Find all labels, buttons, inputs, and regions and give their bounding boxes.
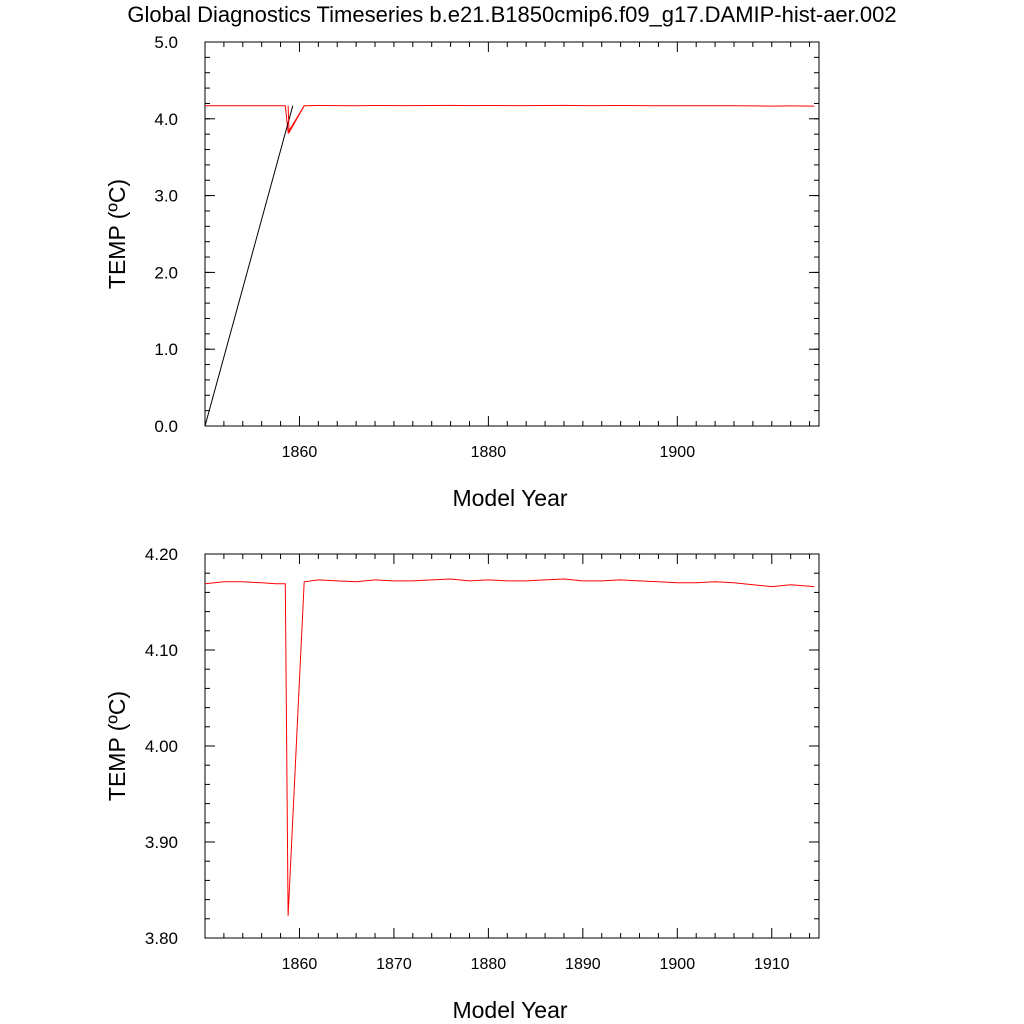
x-tick-label: 1900 — [660, 956, 696, 973]
x-tick-label: 1880 — [471, 444, 507, 461]
x-tick-label: 1910 — [754, 956, 790, 973]
x-axis-label: Model Year — [452, 997, 567, 1023]
x-tick-label: 1860 — [282, 956, 318, 973]
y-tick-label: 4.10 — [145, 641, 178, 660]
page-title: Global Diagnostics Timeseries b.e21.B185… — [127, 2, 897, 27]
plot-frame — [204, 41, 820, 427]
y-tick-label: 3.0 — [154, 187, 178, 206]
chart-panel-1: 1860 1880 1900 0.0 1.0 2.0 3.0 4.0 5.0 Model Year… — [104, 33, 820, 511]
y-tick-label: 3.80 — [145, 929, 178, 948]
x-tick-label: 1880 — [471, 956, 507, 973]
y-tick-label: 4.0 — [154, 110, 178, 129]
x-tick-label: 1890 — [565, 956, 601, 973]
series-line-2 — [204, 105, 294, 427]
series-line-1 — [204, 578, 815, 916]
y-tick-label: 4.20 — [145, 545, 178, 564]
y-tick-label: 0.0 — [154, 417, 178, 436]
y-tick-label: 1.0 — [154, 340, 178, 359]
x-tick-label: 1860 — [282, 444, 318, 461]
chart-panel-2: 1860 1870 1880 1890 1900 1910 3.80 3.90 4.00 4.10… — [104, 545, 820, 1023]
y-tick-label: 4.00 — [145, 737, 178, 756]
y-axis-label: TEMP (ºC) — [104, 179, 130, 289]
series-line-1 — [204, 104, 815, 134]
x-tick-label: 1870 — [376, 956, 412, 973]
y-tick-label: 2.0 — [154, 263, 178, 282]
x-tick-label: 1900 — [660, 444, 696, 461]
series-line-3 — [287, 105, 305, 135]
y-axis-label: TEMP (ºC) — [104, 691, 130, 801]
x-axis-label: Model Year — [452, 485, 567, 511]
plot-frame — [204, 553, 820, 939]
y-tick-label: 5.0 — [154, 33, 178, 52]
y-tick-label: 3.90 — [145, 833, 178, 852]
